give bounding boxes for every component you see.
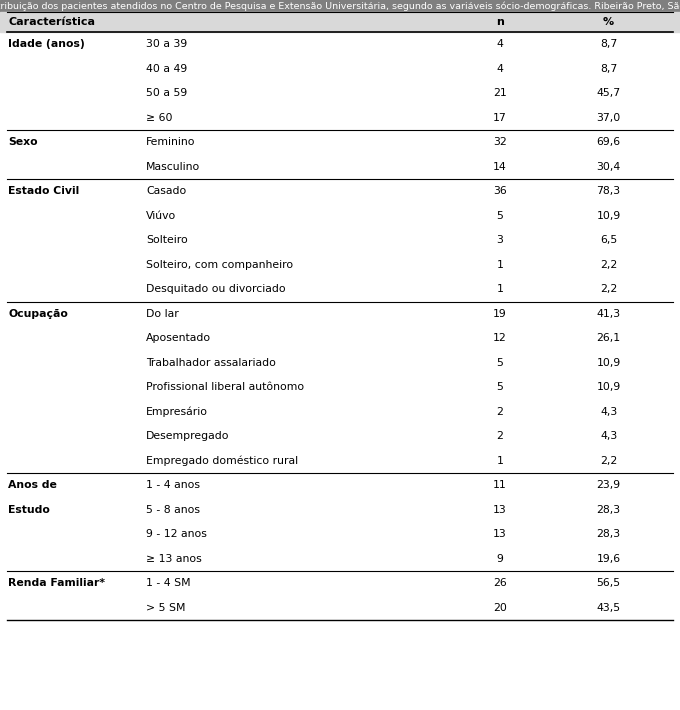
Text: 45,7: 45,7	[596, 88, 621, 98]
Text: Sexo: Sexo	[8, 137, 38, 147]
Text: 8,7: 8,7	[600, 39, 617, 49]
Text: 2: 2	[496, 407, 503, 417]
Text: Solteiro, com companheiro: Solteiro, com companheiro	[146, 260, 293, 270]
Text: Do lar: Do lar	[146, 309, 179, 319]
Text: 4: 4	[496, 39, 503, 49]
Text: 10,9: 10,9	[596, 211, 621, 221]
Text: 5: 5	[496, 358, 503, 368]
Text: Tabela 1 - Distribuição dos pacientes atendidos no Centro de Pesquisa e Extensão: Tabela 1 - Distribuição dos pacientes at…	[0, 1, 680, 11]
Text: 5 - 8 anos: 5 - 8 anos	[146, 505, 200, 515]
Text: Aposentado: Aposentado	[146, 333, 211, 343]
Text: Estado Civil: Estado Civil	[8, 186, 80, 196]
Text: 9: 9	[496, 554, 503, 564]
Text: 6,5: 6,5	[600, 235, 617, 245]
Text: 69,6: 69,6	[596, 137, 621, 147]
Text: 26,1: 26,1	[596, 333, 621, 343]
Text: 4: 4	[496, 64, 503, 74]
Text: Renda Familiar*: Renda Familiar*	[8, 578, 105, 589]
Text: Solteiro: Solteiro	[146, 235, 188, 245]
Text: 36: 36	[493, 186, 507, 196]
Text: Estudo: Estudo	[8, 505, 50, 515]
Text: 50 a 59: 50 a 59	[146, 88, 188, 98]
Text: 13: 13	[493, 529, 507, 540]
Text: 8,7: 8,7	[600, 64, 617, 74]
Text: Desempregado: Desempregado	[146, 431, 230, 441]
Text: Característica: Característica	[8, 17, 95, 27]
Text: 43,5: 43,5	[596, 603, 621, 613]
Text: Profissional liberal autônomo: Profissional liberal autônomo	[146, 382, 305, 392]
Text: 2,2: 2,2	[600, 260, 617, 270]
Text: Casado: Casado	[146, 186, 186, 196]
Text: > 5 SM: > 5 SM	[146, 603, 186, 613]
Bar	[0, 0, 680, 12]
Text: Ocupação: Ocupação	[8, 309, 68, 319]
Text: 10,9: 10,9	[596, 382, 621, 392]
Text: 32: 32	[493, 137, 507, 147]
Text: 11: 11	[493, 480, 507, 490]
Text: 21: 21	[493, 88, 507, 98]
Bar	[0, 12, 680, 32]
Text: 10,9: 10,9	[596, 358, 621, 368]
Text: 37,0: 37,0	[596, 113, 621, 123]
Text: Masculino: Masculino	[146, 162, 201, 172]
Text: 13: 13	[493, 505, 507, 515]
Text: 1 - 4 anos: 1 - 4 anos	[146, 480, 200, 490]
Text: Feminino: Feminino	[146, 137, 196, 147]
Text: 1: 1	[496, 284, 503, 294]
Text: 4,3: 4,3	[600, 407, 617, 417]
Text: 5: 5	[496, 382, 503, 392]
Text: Trabalhador assalariado: Trabalhador assalariado	[146, 358, 276, 368]
Text: 26: 26	[493, 578, 507, 589]
Text: Empregado doméstico rural: Empregado doméstico rural	[146, 456, 299, 466]
Text: 4,3: 4,3	[600, 431, 617, 441]
Text: 14: 14	[493, 162, 507, 172]
Text: ≥ 60: ≥ 60	[146, 113, 173, 123]
Text: 19,6: 19,6	[596, 554, 621, 564]
Text: n: n	[496, 17, 504, 27]
Text: Desquitado ou divorciado: Desquitado ou divorciado	[146, 284, 286, 294]
Text: 17: 17	[493, 113, 507, 123]
Text: Idade (anos): Idade (anos)	[8, 39, 85, 49]
Text: 41,3: 41,3	[596, 309, 621, 319]
Text: 9 - 12 anos: 9 - 12 anos	[146, 529, 207, 540]
Text: 3: 3	[496, 235, 503, 245]
Text: 28,3: 28,3	[596, 529, 621, 540]
Text: 40 a 49: 40 a 49	[146, 64, 188, 74]
Text: Viúvo: Viúvo	[146, 211, 176, 221]
Text: 23,9: 23,9	[596, 480, 621, 490]
Text: 2,2: 2,2	[600, 284, 617, 294]
Text: 19: 19	[493, 309, 507, 319]
Text: ≥ 13 anos: ≥ 13 anos	[146, 554, 202, 564]
Text: 2: 2	[496, 431, 503, 441]
Text: 1: 1	[496, 456, 503, 466]
Text: 2,2: 2,2	[600, 456, 617, 466]
Text: 30,4: 30,4	[596, 162, 621, 172]
Text: 1: 1	[496, 260, 503, 270]
Text: 1 - 4 SM: 1 - 4 SM	[146, 578, 191, 589]
Text: 56,5: 56,5	[596, 578, 621, 589]
Text: Empresário: Empresário	[146, 407, 208, 417]
Text: %: %	[603, 17, 614, 27]
Text: 20: 20	[493, 603, 507, 613]
Text: 78,3: 78,3	[596, 186, 621, 196]
Text: 30 a 39: 30 a 39	[146, 39, 188, 49]
Text: 12: 12	[493, 333, 507, 343]
Text: 5: 5	[496, 211, 503, 221]
Text: Anos de: Anos de	[8, 480, 57, 490]
Text: 28,3: 28,3	[596, 505, 621, 515]
